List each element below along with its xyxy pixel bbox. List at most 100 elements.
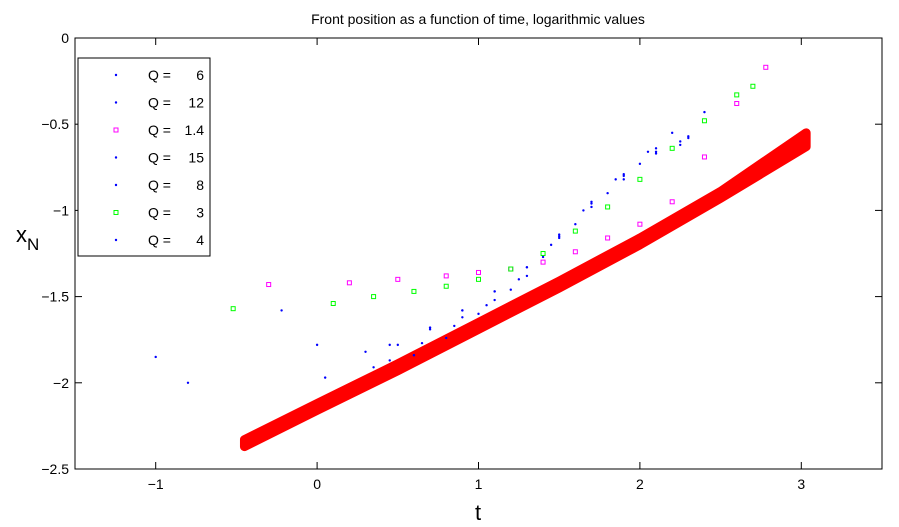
series-7-point [687,135,690,138]
series-1-point [622,178,625,181]
axes-layer: −1 0 1 2 30−0.5−1−1.5−2−2.5 [41,30,882,492]
series-3-point [637,221,643,227]
series-6-point [750,83,756,89]
series-3-point [734,101,740,107]
legend-marker [114,156,118,159]
series-4-point [453,324,456,328]
series-7-point [590,200,593,203]
series-2-point [687,136,690,140]
series-6-point [605,204,611,210]
legend-marker [114,183,118,187]
series-layer [154,64,769,384]
y-tick-label: −2 [53,375,69,391]
x-tick-label: 3 [797,476,805,492]
series-3-point [701,154,707,160]
series-6 [230,83,756,312]
y-axis-label-main: x [16,222,27,247]
series-3-point [572,249,578,255]
series-1-point [654,152,658,155]
legend-label-left: Q = [148,122,171,138]
series-5-point [606,191,609,195]
series-6-point [669,145,675,151]
series-1-point [679,143,682,147]
series-1-point [154,355,157,359]
legend-label-right: 4 [196,232,204,248]
series-7-point [461,309,464,312]
series-1-point [590,205,593,209]
series-3-point [395,276,401,282]
legend-label-right: 15 [188,150,204,166]
series-5-point [372,366,375,369]
legend-label-left: Q = [148,177,171,193]
legend-label-left: Q = [148,205,171,221]
series-2-point [493,298,496,302]
series-6-point [572,228,578,234]
series-7-point [428,326,432,329]
series-4-point [517,278,521,281]
y-tick-label: −1.5 [41,289,69,305]
series-2-point [654,150,658,153]
series-3-point [669,199,675,205]
series-6-point [330,300,336,306]
series-4-point [323,376,327,379]
series-5-point [509,288,512,291]
series-6-point [540,251,546,256]
series-6-point [230,306,236,312]
series-4-point [679,140,682,143]
series-6-point [508,266,514,272]
x-tick-label: 2 [636,476,644,492]
series-2-point [364,350,367,353]
legend-label-left: Q = [148,150,171,166]
legend: Q = 6 Q = 12 Q = 1.4 Q = 15 Q = 8 Q = 3 Q = 4 [77,57,211,257]
series-2-point [461,316,464,319]
series-6-point [701,118,707,124]
series-5-point [445,336,448,340]
y-axis-label: xN [16,222,39,254]
legend-label-right: 8 [196,177,204,193]
series-5-point [541,255,545,259]
series-7-point [525,266,529,269]
legend-marker [114,101,118,104]
series-7-point [388,343,391,347]
series-2-point [622,174,625,178]
series-2-point [315,343,319,347]
x-tick-label: 0 [313,476,321,492]
series-3-point [476,269,481,275]
legend-label-left: Q = [148,232,171,248]
series-6-point [443,283,449,289]
legend-label-right: 12 [188,95,204,111]
series-1-point [558,235,561,238]
red-band [239,128,811,452]
series-2-point [525,274,529,278]
series-3-point [763,64,769,70]
series-3-point [266,282,272,288]
series-6-point [734,92,740,98]
series-6-point [371,294,377,300]
series-3-point [346,280,352,286]
series-2-point [558,236,561,240]
series-4-point [614,178,617,181]
series-6-point [637,176,643,182]
legend-marker [113,127,119,133]
series-5-point [703,110,706,114]
legend-label-right: 1.4 [185,122,205,138]
series-4-point [549,243,553,247]
series-4-point [485,304,488,307]
series-2-point [396,343,399,347]
series-7-point [622,172,625,176]
series-7 [280,135,690,347]
series-4-point [388,359,391,362]
legend-marker [113,210,119,215]
legend-label-right: 3 [196,205,204,221]
series-7-point [558,233,561,236]
series-3 [266,64,769,288]
band-layer [239,128,811,452]
series-5-point [477,312,480,316]
y-tick-label: 0 [61,30,69,46]
legend-marker [114,73,118,77]
series-7-point [280,309,283,312]
series-5-point [574,222,577,226]
legend-label-left: Q = [148,95,171,111]
legend-marker [114,238,118,242]
series-2-point [428,328,432,331]
